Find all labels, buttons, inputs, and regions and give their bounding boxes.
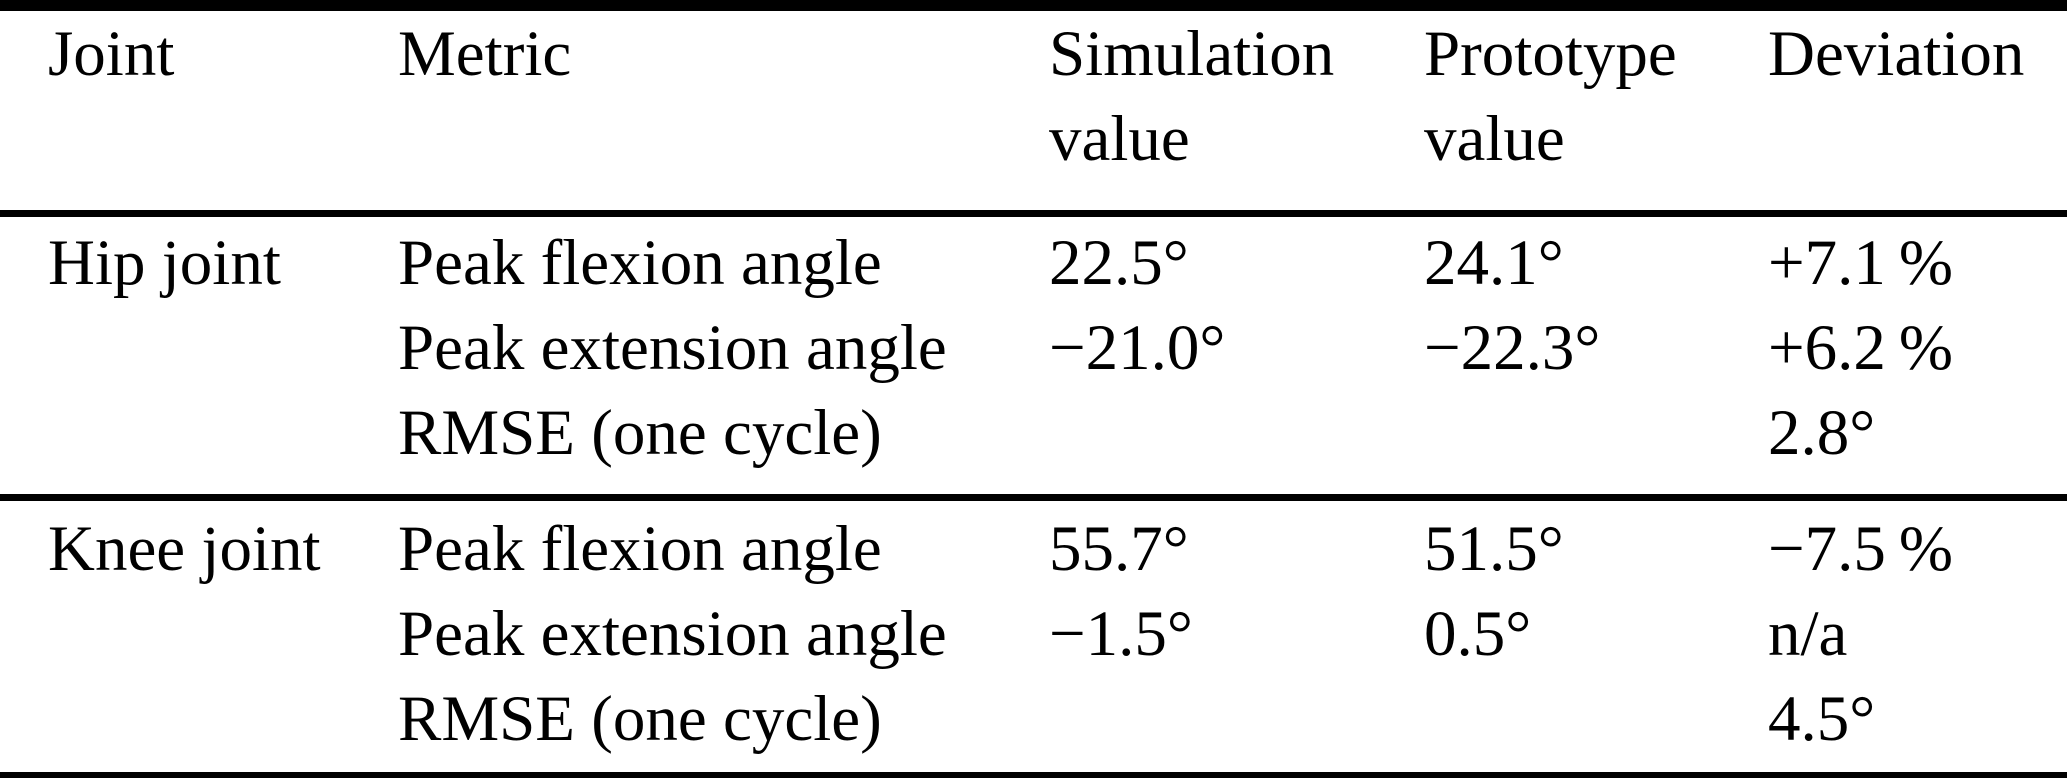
prototype-cell-knee: 51.5° 0.5°	[1424, 498, 1768, 778]
simulation-value: −1.5°	[1049, 598, 1193, 670]
prototype-value: 24.1°	[1424, 227, 1564, 299]
metric-label: Peak extension angle	[398, 598, 947, 670]
metric-cell-knee: Peak flexion angle Peak extension angle …	[398, 498, 1049, 778]
col-header-joint: Joint	[48, 18, 175, 90]
metric-label: Peak extension angle	[398, 312, 947, 384]
joint-cell-knee: Knee joint	[0, 498, 398, 778]
joint-cell-hip: Hip joint	[0, 214, 398, 498]
simulation-value: −21.0°	[1049, 312, 1226, 384]
deviation-value: n/a	[1768, 598, 1848, 670]
section-hip-joint: Hip joint Peak flexion angle Peak extens…	[0, 214, 2067, 498]
metric-label: Peak flexion angle	[398, 513, 882, 585]
simulation-value	[1049, 677, 1424, 762]
col-header-simulation: Simulation value	[1049, 18, 1335, 175]
joint-label: Knee joint	[48, 513, 321, 585]
deviation-value: −7.5 %	[1768, 513, 1954, 585]
simulation-value: 22.5°	[1049, 227, 1189, 299]
prototype-value	[1424, 677, 1768, 762]
metric-label: Peak flexion angle	[398, 227, 882, 299]
simulation-cell-hip: 22.5° −21.0°	[1049, 214, 1424, 498]
prototype-value	[1424, 391, 1768, 476]
col-header-deviation: Deviation	[1768, 18, 2025, 90]
col-header-metric: Metric	[398, 18, 572, 90]
deviation-value: 2.8°	[1768, 397, 1876, 469]
prototype-cell-hip: 24.1° −22.3°	[1424, 214, 1768, 498]
prototype-value: 51.5°	[1424, 513, 1564, 585]
simulation-value	[1049, 391, 1424, 476]
simulation-value: 55.7°	[1049, 513, 1189, 585]
deviation-value: +6.2 %	[1768, 312, 1954, 384]
metric-cell-hip: Peak flexion angle Peak extension angle …	[398, 214, 1049, 498]
col-header-prototype: Prototype value	[1424, 18, 1677, 175]
deviation-value: +7.1 %	[1768, 227, 1954, 299]
joint-label: Hip joint	[48, 227, 281, 299]
metric-label: RMSE (one cycle)	[398, 683, 882, 755]
metric-label: RMSE (one cycle)	[398, 397, 882, 469]
prototype-value: 0.5°	[1424, 598, 1532, 670]
header-row: Joint Metric Simulation value Prototype …	[0, 6, 2067, 214]
prototype-value: −22.3°	[1424, 312, 1601, 384]
section-knee-joint: Knee joint Peak flexion angle Peak exten…	[0, 498, 2067, 778]
deviation-cell-hip: +7.1 % +6.2 % 2.8°	[1768, 214, 2067, 498]
deviation-value: 4.5°	[1768, 683, 1876, 755]
deviation-cell-knee: −7.5 % n/a 4.5°	[1768, 498, 2067, 778]
simulation-cell-knee: 55.7° −1.5°	[1049, 498, 1424, 778]
